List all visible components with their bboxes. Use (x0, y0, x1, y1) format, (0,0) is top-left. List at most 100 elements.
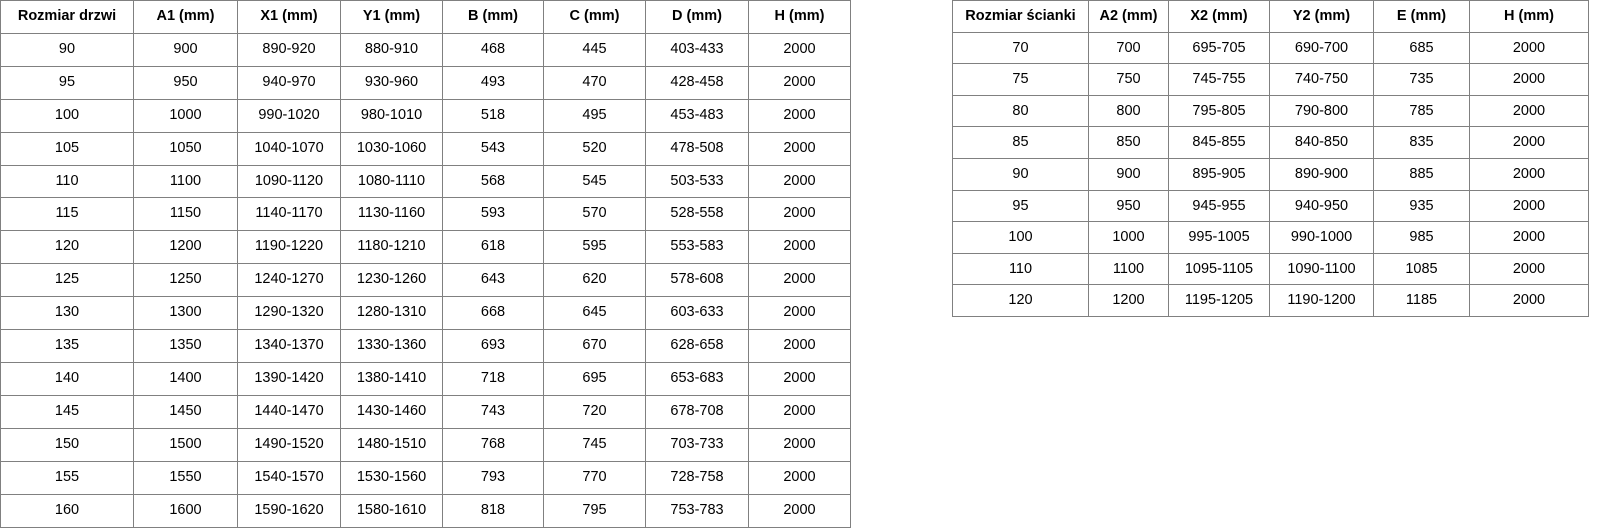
doors-cell-r11-c1: 1450 (133, 394, 238, 429)
doors-cell-r13-c6: 728-758 (645, 460, 749, 495)
doors-cell-r14-c4: 818 (442, 493, 544, 528)
doors-cell-r5-c4: 593 (442, 197, 544, 232)
doors-cell-r3-c5: 520 (543, 131, 646, 166)
doors-cell-r2-c6: 453-483 (645, 98, 749, 133)
doors-cell-r5-c7: 2000 (748, 197, 851, 232)
doors-cell-r9-c7: 2000 (748, 329, 851, 363)
walls-column-header-5: H (mm) (1469, 0, 1589, 33)
walls-cell-r2-c2: 795-805 (1168, 94, 1270, 128)
doors-cell-r2-c1: 1000 (133, 98, 238, 133)
doors-cell-r5-c2: 1140-1170 (237, 197, 341, 232)
walls-cell-r8-c4: 1185 (1373, 284, 1470, 317)
doors-cell-r0-c2: 890-920 (237, 32, 341, 67)
table-row: 70 700 695-705 690-700 685 2000 (952, 31, 1589, 65)
doors-cell-r12-c2: 1490-1520 (237, 427, 341, 462)
walls-cell-r2-c3: 790-800 (1269, 94, 1374, 128)
doors-cell-r0-c0: 90 (0, 32, 134, 67)
walls-cell-r6-c3: 990-1000 (1269, 221, 1374, 254)
table-row: 85 850 845-855 840-850 835 2000 (952, 126, 1589, 159)
table-row: 150 1500 1490-1520 1480-1510 768 745 703-733 20… (0, 427, 851, 462)
table-row: 135 1350 1340-1370 1330-1360 693 670 628-658 20… (0, 329, 851, 363)
walls-cell-r3-c2: 845-855 (1168, 126, 1270, 159)
walls-cell-r4-c4: 885 (1373, 157, 1470, 191)
doors-cell-r9-c6: 628-658 (645, 329, 749, 363)
doors-cell-r10-c1: 1400 (133, 361, 238, 396)
doors-cell-r12-c3: 1480-1510 (340, 427, 443, 462)
doors-cell-r9-c1: 1350 (133, 329, 238, 363)
walls-cell-r7-c4: 1085 (1373, 252, 1470, 286)
doors-cell-r8-c5: 645 (543, 296, 646, 331)
doors-cell-r13-c0: 155 (0, 460, 134, 495)
doors-cell-r7-c4: 643 (442, 263, 544, 298)
table-row: 125 1250 1240-1270 1230-1260 643 620 578-608 20… (0, 263, 851, 298)
doors-cell-r6-c4: 618 (442, 230, 544, 265)
table-row: 160 1600 1590-1620 1580-1610 818 795 753-783 20… (0, 493, 851, 528)
doors-cell-r12-c6: 703-733 (645, 427, 749, 462)
walls-cell-r6-c5: 2000 (1469, 221, 1589, 254)
doors-cell-r3-c3: 1030-1060 (340, 131, 443, 166)
table-row: 105 1050 1040-1070 1030-1060 543 520 478-508 20… (0, 131, 851, 166)
walls-cell-r2-c4: 785 (1373, 94, 1470, 128)
walls-cell-r8-c2: 1195-1205 (1168, 284, 1270, 317)
doors-cell-r4-c4: 568 (442, 164, 544, 199)
doors-column-header-1: A1 (mm) (133, 0, 238, 34)
walls-column-header-3: Y2 (mm) (1269, 0, 1374, 33)
table-row: 130 1300 1290-1320 1280-1310 668 645 603-633 20… (0, 296, 851, 331)
doors-cell-r7-c5: 620 (543, 263, 646, 298)
doors-cell-r11-c2: 1440-1470 (237, 394, 341, 429)
doors-cell-r5-c3: 1130-1160 (340, 197, 443, 232)
doors-cell-r10-c7: 2000 (748, 361, 851, 396)
doors-cell-r1-c0: 95 (0, 65, 134, 100)
doors-cell-r14-c2: 1590-1620 (237, 493, 341, 528)
doors-cell-r5-c5: 570 (543, 197, 646, 232)
doors-cell-r6-c3: 1180-1210 (340, 230, 443, 265)
doors-cell-r13-c4: 793 (442, 460, 544, 495)
walls-cell-r8-c0: 120 (952, 284, 1089, 317)
walls-cell-r0-c0: 70 (952, 31, 1089, 65)
doors-cell-r9-c2: 1340-1370 (237, 329, 341, 363)
table-header-row: Rozmiar ścianki A2 (mm) X2 (mm) Y2 (mm) E (m… (952, 0, 1589, 33)
walls-cell-r0-c3: 690-700 (1269, 31, 1374, 65)
doors-cell-r3-c1: 1050 (133, 131, 238, 166)
doors-cell-r0-c7: 2000 (748, 32, 851, 67)
doors-cell-r9-c5: 670 (543, 329, 646, 363)
doors-cell-r13-c3: 1530-1560 (340, 460, 443, 495)
doors-table-body: 90 900 890-920 880-910 468 445 403-433 2000 95 95… (0, 32, 851, 528)
doors-cell-r9-c3: 1330-1360 (340, 329, 443, 363)
doors-cell-r12-c5: 745 (543, 427, 646, 462)
walls-cell-r4-c2: 895-905 (1168, 157, 1270, 191)
walls-cell-r5-c0: 95 (952, 189, 1089, 223)
doors-cell-r3-c7: 2000 (748, 131, 851, 166)
walls-cell-r8-c1: 1200 (1088, 284, 1169, 317)
walls-cell-r2-c1: 800 (1088, 94, 1169, 128)
doors-column-header-6: D (mm) (645, 0, 749, 34)
doors-cell-r0-c6: 403-433 (645, 32, 749, 67)
doors-cell-r13-c2: 1540-1570 (237, 460, 341, 495)
table-row: 110 1100 1090-1120 1080-1110 568 545 503-533 20… (0, 164, 851, 199)
walls-column-header-2: X2 (mm) (1168, 0, 1270, 33)
doors-column-header-3: Y1 (mm) (340, 0, 443, 34)
doors-cell-r14-c5: 795 (543, 493, 646, 528)
walls-cell-r5-c1: 950 (1088, 189, 1169, 223)
doors-cell-r10-c6: 653-683 (645, 361, 749, 396)
doors-cell-r3-c2: 1040-1070 (237, 131, 341, 166)
doors-cell-r7-c6: 578-608 (645, 263, 749, 298)
walls-cell-r1-c1: 750 (1088, 63, 1169, 96)
doors-cell-r0-c5: 445 (543, 32, 646, 67)
doors-column-header-5: C (mm) (543, 0, 646, 34)
doors-cell-r6-c0: 120 (0, 230, 134, 265)
walls-column-header-4: E (mm) (1373, 0, 1470, 33)
doors-cell-r4-c5: 545 (543, 164, 646, 199)
walls-cell-r3-c0: 85 (952, 126, 1089, 159)
walls-column-header-1: A2 (mm) (1088, 0, 1169, 33)
walls-cell-r3-c4: 835 (1373, 126, 1470, 159)
doors-cell-r9-c4: 693 (442, 329, 544, 363)
doors-cell-r0-c1: 900 (133, 32, 238, 67)
doors-cell-r1-c4: 493 (442, 65, 544, 100)
walls-cell-r0-c4: 685 (1373, 31, 1470, 65)
table-row: 90 900 895-905 890-900 885 2000 (952, 157, 1589, 191)
doors-cell-r4-c3: 1080-1110 (340, 164, 443, 199)
doors-cell-r6-c1: 1200 (133, 230, 238, 265)
walls-cell-r7-c2: 1095-1105 (1168, 252, 1270, 286)
